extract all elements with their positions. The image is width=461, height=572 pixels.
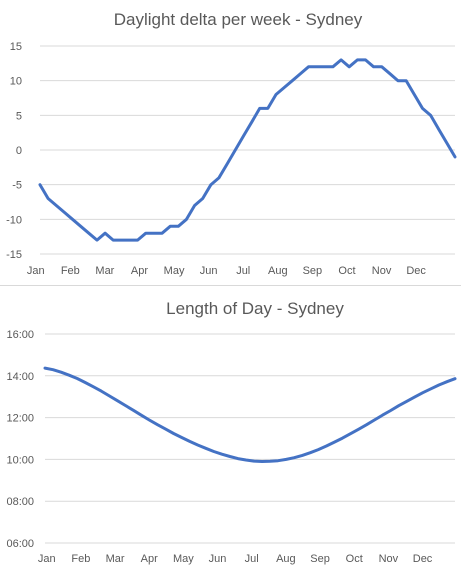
- x-tick-label: Mar: [106, 553, 125, 565]
- daylight-delta-svg: Daylight delta per week - Sydney 15 10 5 0 -…: [6, 10, 457, 277]
- series-line: [43, 366, 457, 463]
- y-tick-label: -15: [6, 249, 22, 261]
- x-tick-label: Apr: [131, 265, 148, 277]
- daylight-delta-chart: Daylight delta per week - Sydney 15 10 5 0 -…: [6, 10, 457, 277]
- x-tick-label: Oct: [346, 553, 363, 565]
- y-tick-label: 12:00: [6, 413, 34, 425]
- y-tick-label: -10: [6, 214, 22, 226]
- x-tick-label: Jul: [245, 553, 259, 565]
- x-tick-label: Dec: [406, 265, 426, 277]
- x-tick-label: Aug: [268, 265, 288, 277]
- x-tick-label: Sep: [310, 553, 330, 565]
- chart-title: Daylight delta per week - Sydney: [114, 10, 363, 29]
- x-tick-label: Nov: [372, 265, 392, 277]
- y-tick-label: 0: [16, 145, 22, 157]
- x-tick-label: Apr: [141, 553, 158, 565]
- x-tick-label: Jan: [38, 553, 56, 565]
- x-tick-label: Oct: [338, 265, 355, 277]
- series-line: [38, 58, 457, 242]
- length-of-day-chart: Length of Day - Sydney 16:00 14:00 12:00 10…: [0, 286, 461, 572]
- chart-title: Length of Day - Sydney: [166, 299, 344, 318]
- x-tick-label: May: [164, 265, 185, 277]
- x-tick-label: Sep: [303, 265, 323, 277]
- length-of-day-svg: Length of Day - Sydney 16:00 14:00 12:00 10…: [6, 299, 457, 565]
- x-tick-label: Jan: [27, 265, 45, 277]
- y-tick-label: 14:00: [6, 371, 34, 383]
- x-tick-label: Jun: [209, 553, 227, 565]
- x-tick-label: Jun: [200, 265, 218, 277]
- x-tick-label: Aug: [276, 553, 296, 565]
- chart-divider: [0, 285, 461, 286]
- y-tick-label: -5: [12, 180, 22, 192]
- y-tick-label: 5: [16, 110, 22, 122]
- x-tick-label: Dec: [413, 553, 433, 565]
- y-tick-label: 06:00: [6, 538, 34, 550]
- x-tick-label: Feb: [71, 553, 90, 565]
- y-tick-label: 08:00: [6, 496, 34, 508]
- y-tick-label: 10: [10, 76, 22, 88]
- x-tick-label: Feb: [61, 265, 80, 277]
- y-tick-label: 10:00: [6, 454, 34, 466]
- x-tick-label: Mar: [95, 265, 114, 277]
- x-tick-label: Jul: [236, 265, 250, 277]
- x-tick-label: Nov: [379, 553, 399, 565]
- x-tick-label: May: [173, 553, 194, 565]
- y-tick-label: 15: [10, 41, 22, 53]
- y-tick-label: 16:00: [6, 329, 34, 341]
